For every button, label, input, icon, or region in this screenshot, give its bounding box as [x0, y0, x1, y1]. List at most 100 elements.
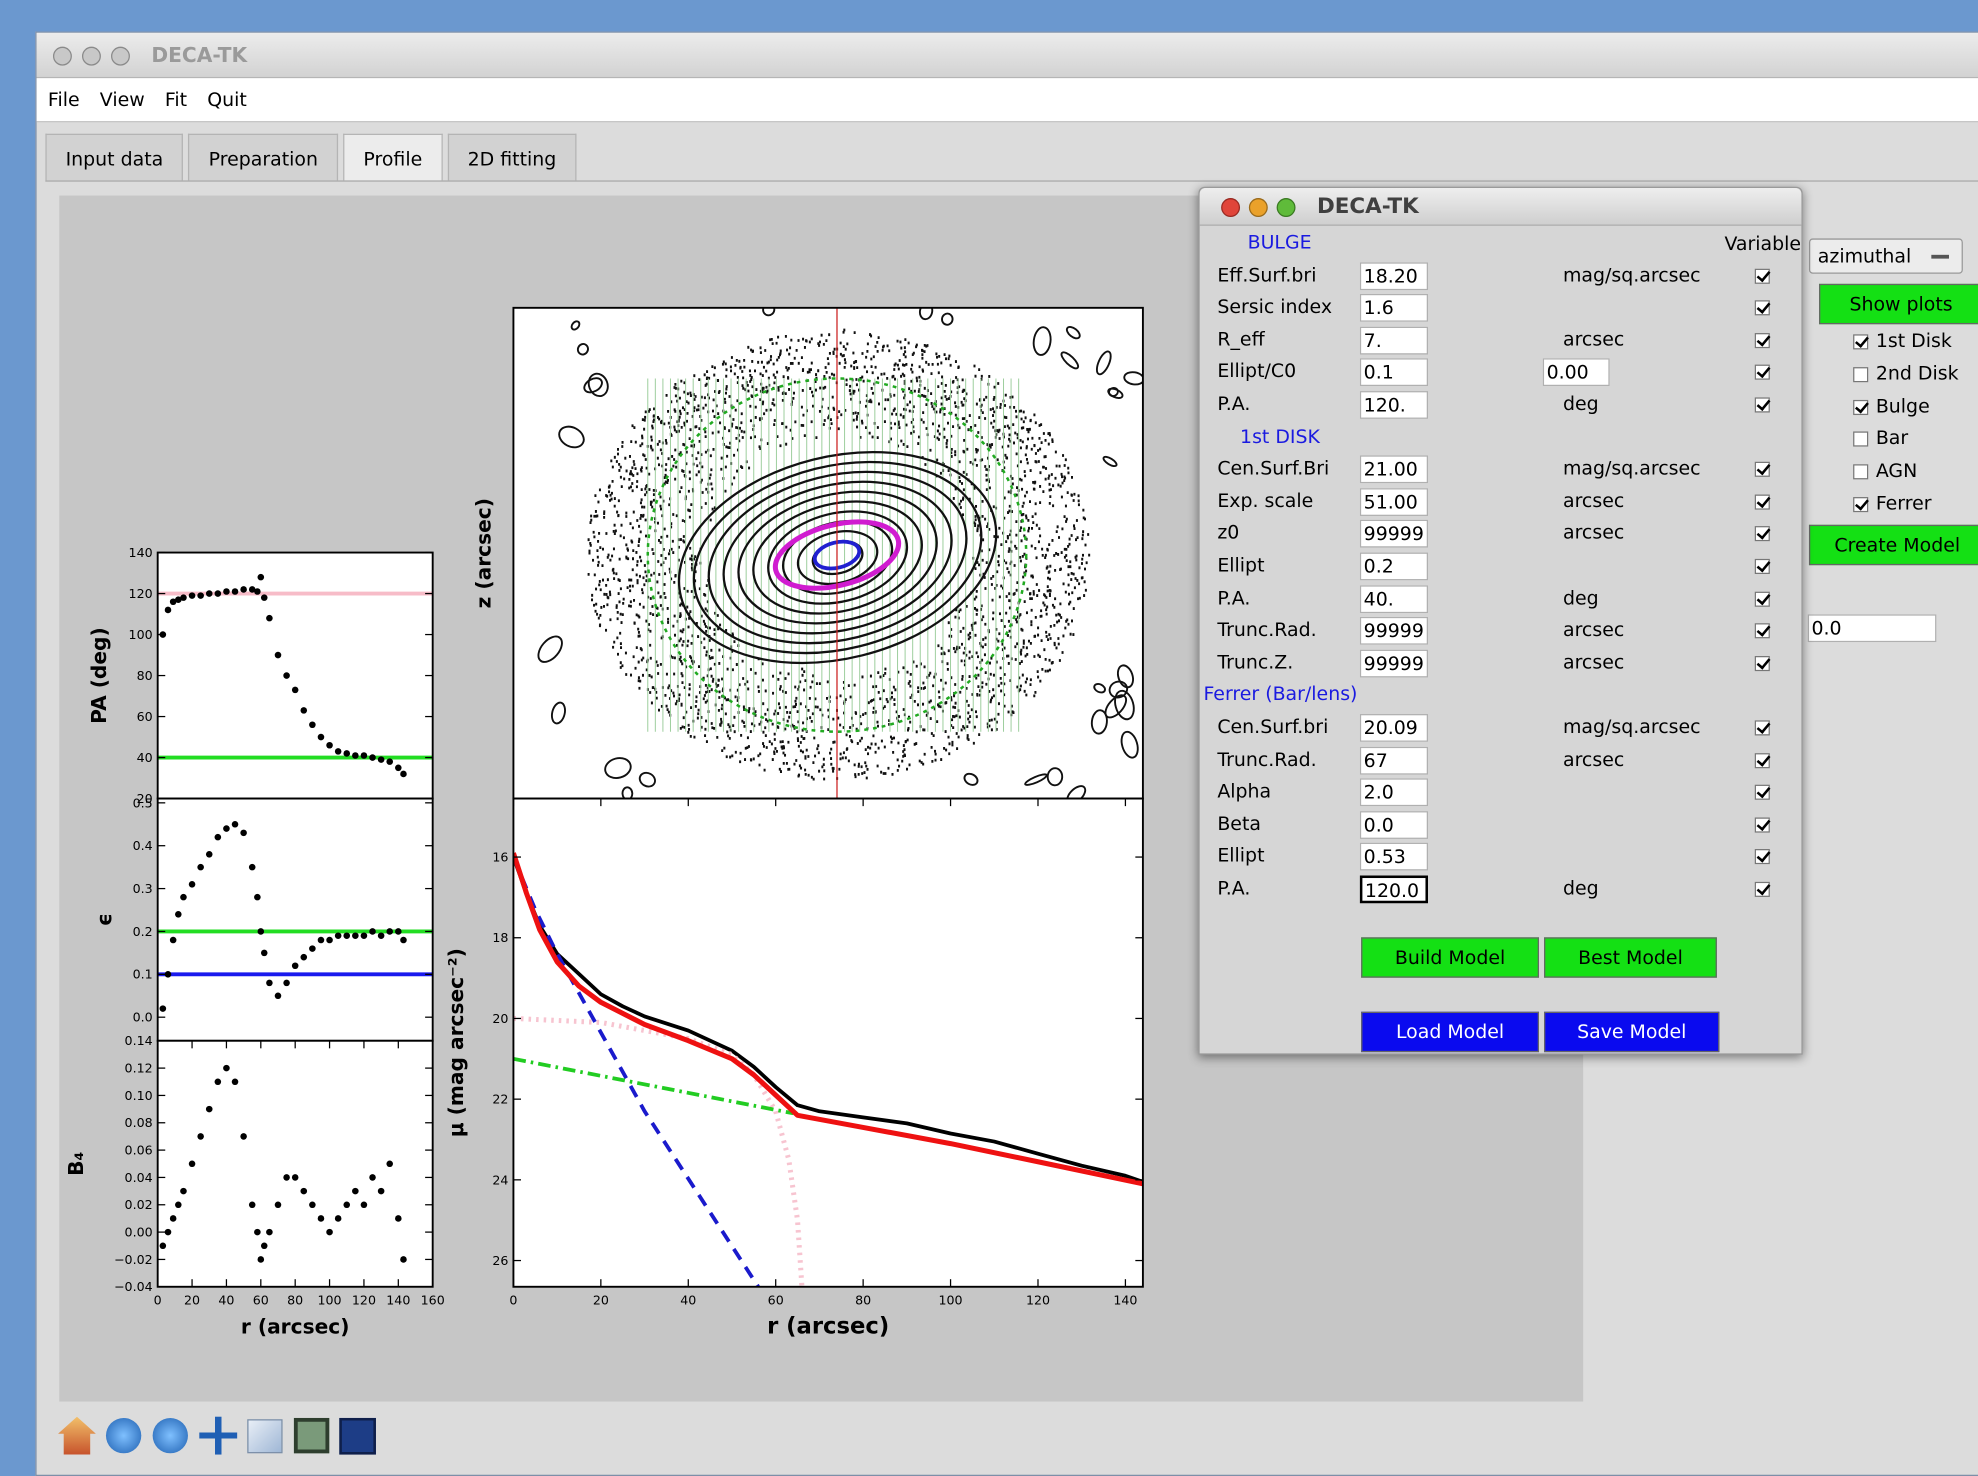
checkbox[interactable]: [1755, 591, 1770, 606]
maximize-button[interactable]: [1277, 198, 1296, 217]
data-point: [266, 1229, 273, 1236]
y-tick-label: −0.04: [114, 1279, 153, 1294]
data-point: [361, 1201, 368, 1208]
x-tick-label: 160: [421, 1292, 445, 1307]
param-input[interactable]: 1.6: [1360, 294, 1428, 322]
param-input[interactable]: 99999: [1360, 617, 1428, 645]
data-point: [335, 1215, 342, 1222]
checkbox[interactable]: [1755, 527, 1770, 542]
checkbox[interactable]: [1755, 753, 1770, 768]
checkbox[interactable]: [1755, 397, 1770, 412]
check-mark: [1757, 655, 1771, 670]
y-tick-label: 0.04: [125, 1170, 153, 1185]
dialog-button[interactable]: Best Model: [1544, 937, 1717, 977]
y-tick-label: 0.0: [133, 1010, 153, 1025]
data-point: [261, 950, 268, 957]
check-mark: [1757, 396, 1771, 411]
param-input[interactable]: 120.: [1360, 391, 1428, 419]
check-mark: [1757, 752, 1771, 767]
data-point: [240, 830, 247, 837]
data-point: [165, 607, 172, 614]
param-input[interactable]: 7.: [1360, 326, 1428, 354]
data-point: [215, 590, 222, 597]
param-input[interactable]: 2.0: [1360, 779, 1428, 807]
checkbox[interactable]: [1755, 365, 1770, 380]
data-point: [369, 754, 376, 761]
param-input[interactable]: 99999: [1360, 649, 1428, 677]
checkbox[interactable]: [1853, 367, 1868, 382]
checkbox[interactable]: [1755, 462, 1770, 477]
param-input[interactable]: 18.20: [1360, 262, 1428, 290]
checkbox[interactable]: [1755, 300, 1770, 315]
checkbox[interactable]: [1755, 720, 1770, 735]
param-unit: arcsec: [1563, 328, 1624, 351]
checkbox[interactable]: [1755, 656, 1770, 671]
minimize-button[interactable]: [1249, 198, 1268, 217]
y-axis-label: B₄: [64, 1152, 88, 1176]
param-input[interactable]: 0.0: [1360, 811, 1428, 839]
data-point: [197, 1133, 204, 1140]
data-point: [215, 1078, 222, 1085]
check-mark: [1757, 558, 1771, 573]
param-unit: deg: [1563, 586, 1599, 609]
data-point: [361, 932, 368, 939]
checkbox[interactable]: [1755, 850, 1770, 865]
param-input[interactable]: 0.00: [1543, 359, 1610, 387]
checkbox[interactable]: [1755, 494, 1770, 509]
checkbox[interactable]: [1853, 497, 1868, 512]
dialog-button[interactable]: Save Model: [1544, 1012, 1719, 1052]
data-point: [232, 588, 239, 595]
data-point: [283, 672, 290, 679]
y-axis-label: z (arcsec): [472, 498, 496, 608]
x-tick-label: 20: [593, 1292, 609, 1307]
checkbox[interactable]: [1755, 559, 1770, 574]
param-input[interactable]: 40.: [1360, 585, 1428, 613]
param-input[interactable]: 51.00: [1360, 488, 1428, 516]
param-input[interactable]: 0.2: [1360, 553, 1428, 581]
param-input[interactable]: 120.0: [1360, 876, 1428, 904]
checkbox[interactable]: [1755, 623, 1770, 638]
page: DECA-TK FileViewFitQuit Input dataPrepar…: [0, 0, 1978, 1476]
x-tick-label: 80: [855, 1292, 871, 1307]
data-point: [180, 1188, 187, 1195]
data-point: [197, 864, 204, 871]
data-point: [301, 707, 308, 714]
data-point: [160, 1242, 167, 1249]
checkbox[interactable]: [1755, 268, 1770, 283]
x-tick-label: 100: [939, 1292, 963, 1307]
data-point: [165, 1229, 172, 1236]
check-mark: [1757, 493, 1771, 508]
param-input[interactable]: 67: [1360, 746, 1428, 774]
data-point: [261, 1242, 268, 1249]
checkbox[interactable]: [1853, 464, 1868, 479]
component-label: AGN: [1876, 459, 1917, 482]
param-input[interactable]: 20.09: [1360, 714, 1428, 742]
show-plots-button[interactable]: Show plots: [1819, 284, 1978, 324]
data-point: [292, 687, 299, 694]
y-tick-label: 24: [492, 1172, 508, 1187]
data-point: [249, 864, 256, 871]
close-button[interactable]: [1221, 198, 1240, 217]
checkbox[interactable]: [1755, 817, 1770, 832]
param-input[interactable]: 21.00: [1360, 456, 1428, 484]
checkbox[interactable]: [1853, 334, 1868, 349]
data-point: [395, 928, 402, 935]
value-input[interactable]: 0.0: [1808, 614, 1937, 642]
dialog-button[interactable]: Load Model: [1361, 1012, 1539, 1052]
checkbox[interactable]: [1755, 882, 1770, 897]
check-mark: [1855, 333, 1869, 348]
checkbox[interactable]: [1755, 333, 1770, 348]
create-model-button[interactable]: Create Model: [1809, 525, 1978, 565]
checkbox[interactable]: [1853, 432, 1868, 447]
check-mark: [1757, 622, 1771, 637]
param-input[interactable]: 0.53: [1360, 843, 1428, 871]
data-point: [369, 1174, 376, 1181]
checkbox[interactable]: [1755, 785, 1770, 800]
component-label: Bar: [1876, 427, 1908, 450]
checkbox[interactable]: [1853, 399, 1868, 414]
component-label: 2nd Disk: [1876, 362, 1959, 385]
param-input[interactable]: 99999: [1360, 520, 1428, 548]
data-point: [266, 980, 273, 987]
dialog-button[interactable]: Build Model: [1361, 937, 1539, 977]
param-input[interactable]: 0.1: [1360, 359, 1428, 387]
